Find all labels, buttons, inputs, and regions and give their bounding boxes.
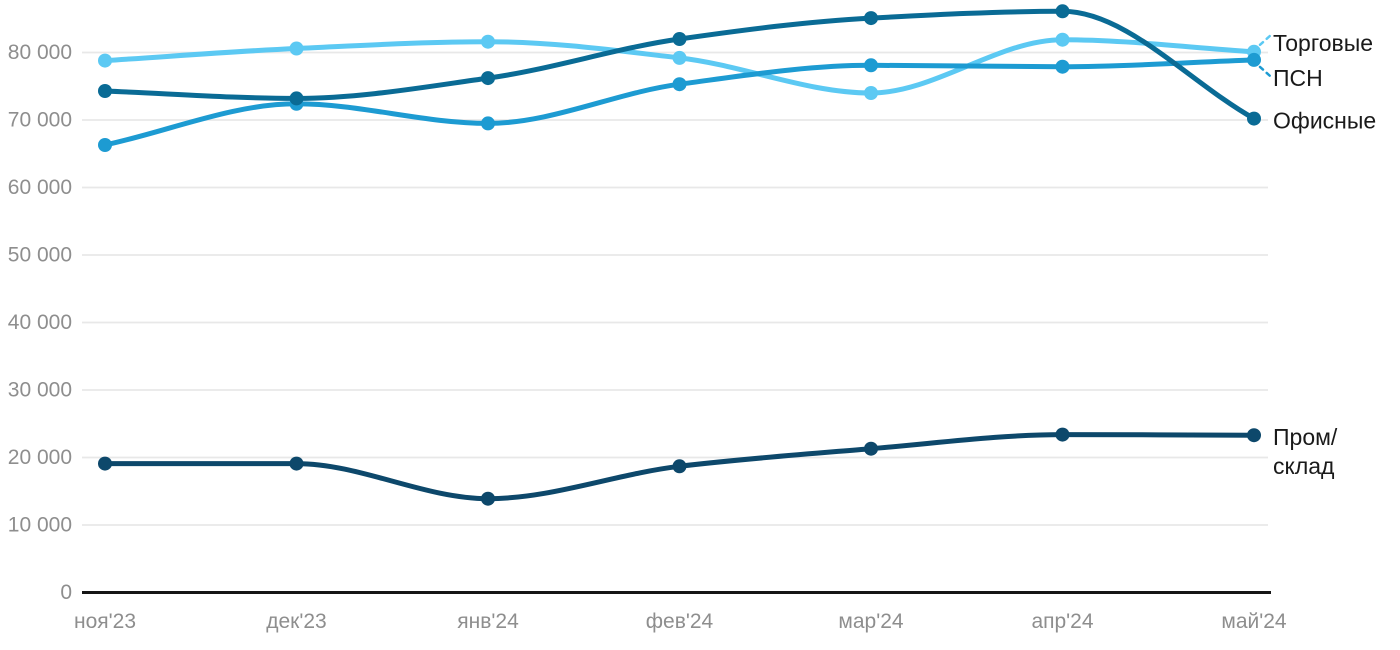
x-tick-label: апр'24 bbox=[1031, 610, 1093, 633]
x-tick-label: ноя'23 bbox=[74, 610, 136, 633]
data-point bbox=[98, 456, 112, 471]
data-point bbox=[864, 58, 878, 73]
data-point bbox=[1247, 428, 1261, 443]
series-end-label: склад bbox=[1273, 453, 1335, 479]
series-end-label: Пром/ bbox=[1273, 424, 1338, 450]
y-tick-label: 70 000 bbox=[8, 109, 72, 132]
y-tick-label: 10 000 bbox=[8, 514, 72, 537]
y-tick-label: 20 000 bbox=[8, 446, 72, 469]
data-point bbox=[289, 41, 304, 56]
data-point bbox=[481, 491, 495, 506]
data-point bbox=[98, 84, 112, 98]
data-point bbox=[481, 71, 495, 86]
data-point bbox=[1055, 4, 1070, 19]
data-point bbox=[289, 91, 304, 106]
y-tick-label: 30 000 bbox=[8, 379, 72, 402]
data-point bbox=[1055, 32, 1070, 47]
data-point bbox=[1055, 427, 1070, 442]
data-point bbox=[672, 459, 687, 474]
x-tick-label: янв'24 bbox=[457, 610, 519, 633]
y-tick-label: 80 000 bbox=[8, 41, 72, 64]
y-tick-label: 0 bbox=[60, 581, 72, 604]
data-point bbox=[289, 456, 304, 471]
data-point bbox=[864, 86, 878, 100]
x-tick-label: май'24 bbox=[1221, 610, 1287, 633]
x-tick-label: фев'24 bbox=[646, 610, 714, 633]
series-end-label: Торговые bbox=[1273, 30, 1373, 56]
y-tick-label: 60 000 bbox=[8, 176, 72, 199]
data-point bbox=[864, 441, 878, 456]
data-point bbox=[672, 50, 687, 65]
y-tick-label: 40 000 bbox=[8, 311, 72, 334]
data-point bbox=[1247, 111, 1261, 126]
series-end-label: ПСН bbox=[1273, 65, 1323, 91]
series-line-ПСН bbox=[102, 57, 1257, 148]
x-tick-label: дек'23 bbox=[266, 610, 327, 633]
data-point bbox=[864, 11, 878, 26]
y-tick-label: 50 000 bbox=[8, 244, 72, 267]
data-point bbox=[98, 53, 112, 68]
data-point bbox=[672, 32, 687, 46]
data-point bbox=[672, 77, 687, 92]
x-tick-label: мар'24 bbox=[838, 610, 903, 633]
leader-line bbox=[1258, 65, 1272, 78]
series-end-label: Офисные bbox=[1273, 108, 1376, 134]
data-point bbox=[481, 34, 495, 49]
data-point bbox=[98, 138, 112, 152]
data-point bbox=[1247, 52, 1261, 67]
leader-line bbox=[1258, 34, 1272, 47]
data-point bbox=[481, 116, 495, 131]
data-point bbox=[1055, 59, 1070, 74]
